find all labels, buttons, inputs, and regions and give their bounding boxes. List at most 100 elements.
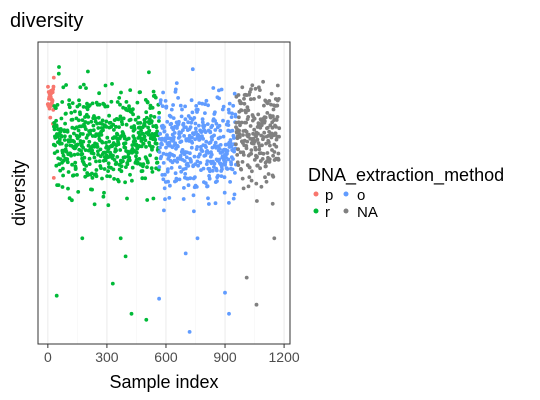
data-point-na bbox=[268, 143, 272, 148]
data-point-o bbox=[207, 176, 212, 181]
data-point-r bbox=[151, 89, 156, 94]
data-point-r bbox=[58, 168, 63, 173]
data-point-r bbox=[60, 185, 65, 189]
data-point-na bbox=[267, 99, 272, 103]
data-point-o bbox=[186, 183, 191, 188]
data-point-o bbox=[193, 175, 197, 180]
data-point-r bbox=[94, 159, 98, 164]
data-point-o bbox=[225, 167, 230, 171]
data-point-o bbox=[214, 168, 219, 173]
data-point-na bbox=[244, 146, 249, 151]
data-point-r bbox=[95, 144, 100, 149]
data-point-r bbox=[54, 293, 59, 298]
data-point-r bbox=[121, 116, 126, 121]
data-point-r bbox=[103, 158, 108, 163]
data-point-o bbox=[200, 149, 205, 154]
data-point-o bbox=[218, 135, 223, 140]
data-point-na bbox=[248, 97, 253, 102]
data-point-na bbox=[241, 133, 245, 137]
data-point-r bbox=[69, 110, 74, 115]
data-point-r bbox=[142, 123, 147, 128]
data-point-o bbox=[179, 169, 184, 174]
data-point-o bbox=[232, 91, 237, 96]
x-tick-label: 300 bbox=[95, 349, 119, 365]
data-point-r bbox=[104, 125, 109, 129]
data-point-r bbox=[147, 70, 151, 75]
data-point-o bbox=[204, 162, 209, 167]
data-point-o bbox=[181, 197, 186, 201]
data-point-o bbox=[171, 103, 176, 107]
data-point-r bbox=[123, 141, 128, 146]
data-point-r bbox=[81, 139, 86, 144]
data-point-r bbox=[145, 165, 149, 170]
data-point-na bbox=[236, 93, 241, 97]
data-point-o bbox=[165, 119, 170, 124]
data-point-o bbox=[187, 330, 192, 334]
data-point-r bbox=[110, 82, 114, 86]
data-point-r bbox=[64, 83, 68, 87]
data-point-r bbox=[133, 139, 138, 143]
data-point-r bbox=[96, 126, 101, 130]
data-point-r bbox=[154, 141, 159, 146]
data-point-r bbox=[80, 152, 85, 156]
data-point-r bbox=[76, 190, 81, 194]
data-point-o bbox=[177, 177, 182, 182]
data-point-r bbox=[100, 140, 105, 145]
data-point-r bbox=[136, 130, 141, 135]
data-point-r bbox=[86, 69, 90, 74]
data-point-r bbox=[128, 117, 133, 122]
data-point-na bbox=[249, 151, 254, 156]
legend-key-r bbox=[313, 208, 319, 214]
data-point-na bbox=[245, 139, 250, 144]
data-point-r bbox=[103, 83, 108, 88]
data-point-r bbox=[75, 152, 80, 157]
data-point-r bbox=[61, 166, 65, 171]
data-point-r bbox=[80, 236, 85, 241]
data-point-o bbox=[158, 132, 163, 136]
data-point-r bbox=[58, 157, 63, 162]
legend-label-r: r bbox=[325, 204, 330, 221]
data-point-na bbox=[271, 114, 275, 119]
data-point-o bbox=[157, 165, 162, 169]
data-point-o bbox=[198, 160, 203, 165]
data-point-r bbox=[124, 122, 129, 127]
data-point-na bbox=[241, 153, 246, 157]
data-point-r bbox=[61, 173, 65, 178]
data-point-o bbox=[226, 123, 231, 127]
data-point-o bbox=[213, 140, 218, 145]
data-point-o bbox=[214, 121, 219, 126]
data-point-na bbox=[267, 160, 272, 164]
data-point-na bbox=[256, 131, 260, 136]
data-point-na bbox=[263, 175, 267, 180]
data-point-o bbox=[179, 114, 184, 119]
data-point-r bbox=[75, 173, 79, 177]
data-point-o bbox=[203, 181, 208, 186]
data-point-r bbox=[84, 86, 88, 90]
data-point-r bbox=[91, 128, 96, 133]
data-point-r bbox=[152, 115, 157, 119]
data-point-r bbox=[134, 154, 138, 159]
data-point-o bbox=[189, 159, 193, 164]
data-point-o bbox=[181, 121, 186, 126]
data-point-o bbox=[233, 171, 237, 175]
data-point-r bbox=[133, 117, 138, 122]
legend-entry-na: NA bbox=[343, 204, 378, 221]
data-point-na bbox=[253, 86, 258, 91]
data-point-na bbox=[257, 95, 261, 99]
data-point-r bbox=[90, 187, 94, 192]
data-point-r bbox=[100, 118, 105, 123]
data-point-r bbox=[126, 136, 131, 141]
data-point-r bbox=[96, 115, 101, 120]
data-point-o bbox=[204, 139, 209, 144]
data-point-r bbox=[76, 128, 81, 133]
data-point-o bbox=[213, 110, 217, 115]
data-point-o bbox=[206, 103, 211, 108]
data-point-r bbox=[147, 128, 152, 133]
legend-label-p: p bbox=[325, 187, 333, 204]
data-point-o bbox=[164, 145, 168, 150]
data-point-r bbox=[81, 132, 85, 136]
data-point-r bbox=[150, 145, 155, 149]
data-point-r bbox=[115, 136, 119, 141]
plot-panel-border bbox=[37, 41, 291, 345]
data-point-o bbox=[192, 154, 197, 159]
